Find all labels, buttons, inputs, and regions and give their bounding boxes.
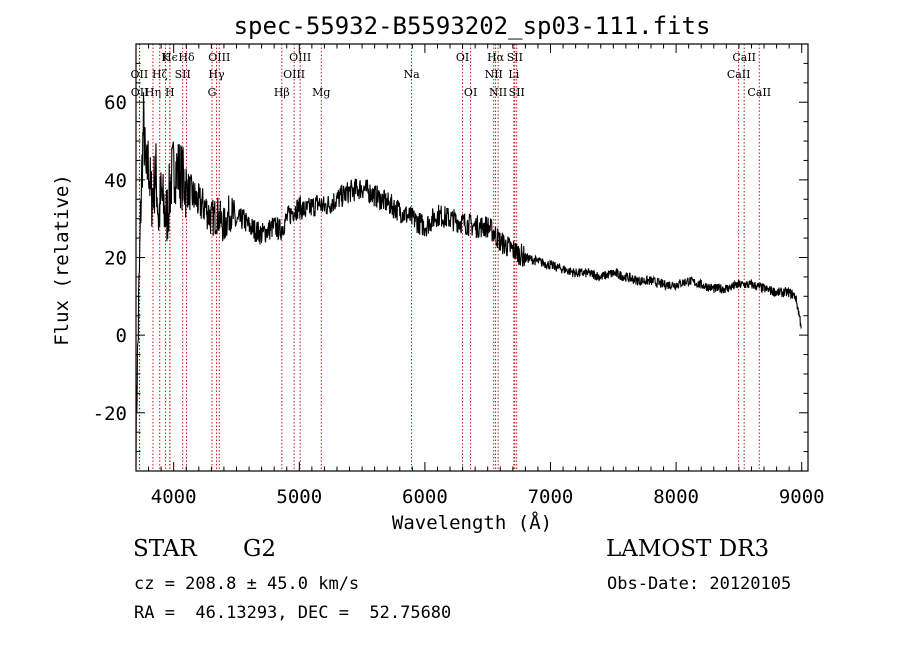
x-tick-label-1: 5000	[276, 486, 322, 508]
line-label-21: NII	[489, 86, 507, 99]
survey-release: LAMOST DR3	[606, 536, 770, 562]
spectrum-series-line	[135, 92, 803, 468]
line-label-25: CaII	[727, 68, 751, 81]
line-label-0: Hϵ	[162, 51, 178, 64]
line-label-14: OIII	[289, 51, 311, 64]
observation-date: Obs-Date: 20120105	[607, 574, 792, 594]
line-label-4: Hζ	[152, 68, 168, 81]
line-label-11: G	[208, 86, 217, 99]
sky-coordinates: RA = 46.13293, DEC = 52.75680	[134, 603, 452, 623]
x-tick-label-3: 7000	[528, 486, 574, 508]
line-label-27: CaII	[747, 86, 771, 99]
spectral-line-markers	[138, 44, 760, 471]
line-label-17: OI	[456, 51, 469, 64]
y-tick-label-4: 60	[104, 92, 127, 114]
x-tick-label-5: 9000	[779, 486, 825, 508]
y-axis-label: Flux (relative)	[51, 174, 73, 346]
y-axis-ticks: -20 0 20 40 60	[93, 43, 808, 472]
line-label-24: Li	[508, 68, 519, 81]
y-tick-label-2: 20	[104, 248, 127, 270]
x-tick-label-2: 6000	[402, 486, 448, 508]
x-axis-label: Wavelength (Å)	[392, 511, 552, 534]
line-label-19: Hα	[487, 51, 505, 64]
line-label-6: H	[165, 86, 175, 99]
redshift-velocity: cz = 208.8 ± 45.0 km/s	[134, 574, 360, 594]
line-label-5: K	[161, 51, 170, 64]
line-label-9: OIII	[208, 51, 230, 64]
line-label-16: Na	[403, 68, 420, 81]
line-label-18: OI	[464, 86, 477, 99]
y-tick-label-3: 40	[104, 170, 127, 192]
line-label-20: NII	[485, 68, 503, 81]
object-class: STAR	[133, 536, 197, 562]
line-label-22: SII	[507, 51, 523, 64]
line-label-10: Hγ	[208, 68, 225, 81]
x-axis-ticks: 4000 5000 6000 7000 8000 9000	[135, 44, 825, 508]
object-subclass: G2	[243, 536, 277, 562]
x-tick-label-0: 4000	[151, 486, 197, 508]
x-tick-label-4: 8000	[653, 486, 699, 508]
line-label-26: CaII	[732, 51, 756, 64]
y-tick-label-0: -20	[93, 403, 127, 425]
line-label-12: Hβ	[274, 86, 290, 99]
y-tick-label-1: 0	[116, 325, 127, 347]
line-label-7: Hδ	[178, 51, 195, 64]
line-label-13: OIII	[283, 68, 305, 81]
line-label-15: Mg	[312, 86, 330, 99]
line-label-23: SII	[509, 86, 525, 99]
chart-title: spec-55932-B5593202_sp03-111.fits	[234, 12, 711, 40]
plot-frame	[135, 43, 809, 472]
line-label-1: OII	[131, 68, 149, 81]
line-label-3: Hη	[145, 86, 161, 99]
line-label-8: SII	[175, 68, 191, 81]
